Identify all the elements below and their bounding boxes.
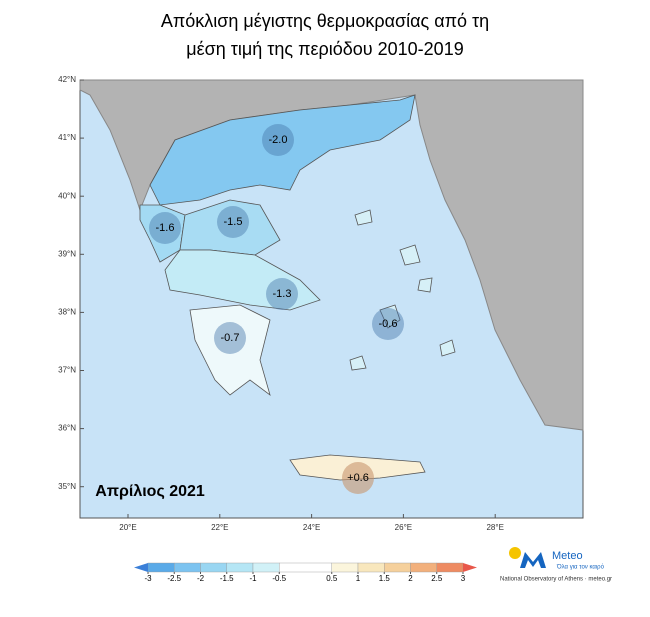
- value-label: -0.7: [221, 332, 240, 344]
- colorbar-segment: [174, 562, 201, 573]
- colorbar-tick-label: 1: [356, 574, 361, 583]
- colorbar-tick-label: 3: [461, 574, 466, 583]
- colorbar-segment: [410, 562, 437, 573]
- value-label: -1.6: [156, 222, 175, 234]
- lat-tick-label: 35°N: [58, 482, 76, 491]
- colorbar-tick-label: 1.5: [379, 574, 391, 583]
- title-line: μέση τιμή της περιόδου 2010-2019: [186, 39, 463, 59]
- colorbar-segment: [252, 562, 280, 573]
- lon-tick-label: 26°E: [395, 523, 412, 532]
- period-label: Απρίλιος 2021: [95, 483, 205, 500]
- lon-tick-label: 28°E: [486, 523, 503, 532]
- logo-footer: National Observatory of Athens · meteo.g…: [500, 577, 612, 583]
- logo-tagline: Όλα για τον καιρό: [556, 564, 605, 571]
- lat-tick-label: 41°N: [58, 133, 76, 142]
- colorbar-segment: [357, 562, 385, 573]
- logo: Meteo Όλα για τον καιρό National Observa…: [500, 547, 612, 583]
- region-macedonia-thrace: [149, 94, 416, 206]
- colorbar-segment: [331, 562, 359, 573]
- value-label: -0.6: [379, 318, 398, 330]
- lat-tick-label: 40°N: [58, 191, 76, 200]
- lat-tick-label: 38°N: [58, 308, 76, 317]
- lat-tick-label: 42°N: [58, 75, 76, 84]
- value-circle: [342, 462, 374, 494]
- colorbar-segment: [226, 562, 254, 573]
- value-circle: [217, 206, 249, 238]
- value-circle: [214, 322, 246, 354]
- colorbar-over: [463, 563, 477, 572]
- colorbar-segment: [200, 562, 227, 573]
- lon-tick-label: 20°E: [119, 523, 136, 532]
- colorbar-under: [134, 563, 148, 572]
- colorbar-segment: [147, 562, 175, 573]
- colorbar-segment: [279, 562, 332, 573]
- region-aegean-islands: [349, 209, 456, 371]
- region-peloponnese: [189, 304, 271, 397]
- colorbar-tick-label: -2: [197, 574, 205, 583]
- colorbar-tick-label: 2: [408, 574, 413, 583]
- lon-tick-label: 22°E: [211, 523, 228, 532]
- colorbar-tick-label: -1.5: [220, 574, 234, 583]
- colorbar-tick-label: 2.5: [431, 574, 443, 583]
- lat-tick-label: 37°N: [58, 366, 76, 375]
- value-circle: [372, 308, 404, 340]
- colorbar-tick-label: -3: [144, 574, 152, 583]
- colorbar-tick-label: -1: [249, 574, 257, 583]
- colorbar-segment: [384, 562, 411, 573]
- value-label: -2.0: [269, 134, 288, 146]
- colorbar-tick-label: 0.5: [326, 574, 338, 583]
- value-circle: [266, 278, 298, 310]
- colorbar-tick-label: -2.5: [167, 574, 181, 583]
- region-epirus: [139, 204, 186, 263]
- value-circle: [149, 212, 181, 244]
- lat-tick-label: 36°N: [58, 424, 76, 433]
- value-label: +0.6: [347, 472, 369, 484]
- logo-name: Meteo: [552, 550, 583, 562]
- value-label: -1.5: [224, 216, 243, 228]
- lat-tick-label: 39°N: [58, 249, 76, 258]
- title-line: Απόκλιση μέγιστης θερμοκρασίας από τη: [161, 11, 489, 31]
- region-central-greece: [164, 249, 321, 311]
- lon-tick-label: 24°E: [303, 523, 320, 532]
- value-label: -1.3: [273, 288, 292, 300]
- value-circle: [262, 124, 294, 156]
- colorbar-segment: [436, 562, 464, 573]
- colorbar-tick-label: -0.5: [272, 574, 286, 583]
